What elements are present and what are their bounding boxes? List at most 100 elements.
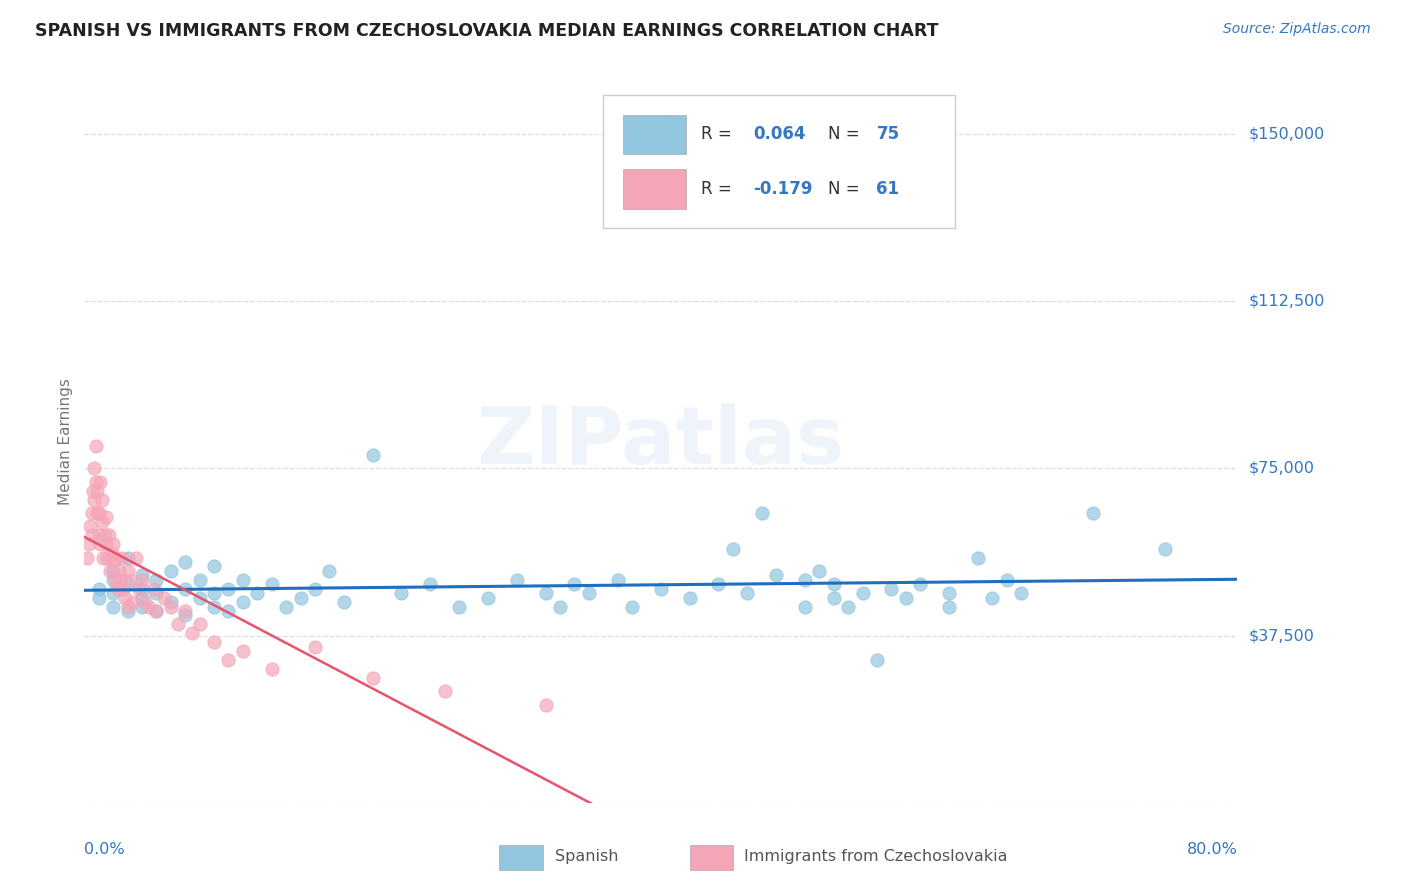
Text: $112,500: $112,500 bbox=[1249, 293, 1324, 309]
Point bbox=[122, 595, 145, 609]
Point bbox=[131, 599, 153, 614]
Point bbox=[707, 577, 730, 591]
Text: Immigrants from Czechoslovakia: Immigrants from Czechoslovakia bbox=[744, 849, 1007, 863]
Point bbox=[131, 568, 153, 582]
Point bbox=[167, 617, 190, 632]
Point bbox=[419, 577, 441, 591]
Point bbox=[117, 599, 139, 614]
Point bbox=[981, 591, 1004, 605]
Point bbox=[103, 586, 124, 600]
Point bbox=[232, 644, 254, 658]
Point bbox=[145, 604, 167, 618]
Point bbox=[174, 582, 197, 596]
Point bbox=[679, 591, 702, 605]
Point bbox=[506, 573, 529, 587]
Point bbox=[218, 582, 240, 596]
Point bbox=[76, 550, 98, 565]
Point bbox=[96, 550, 118, 565]
Point bbox=[160, 595, 183, 609]
Point bbox=[1083, 506, 1105, 520]
Point bbox=[232, 595, 254, 609]
Point bbox=[110, 573, 132, 587]
Text: N =: N = bbox=[828, 126, 865, 144]
Point bbox=[103, 573, 124, 587]
Text: 80.0%: 80.0% bbox=[1187, 842, 1237, 856]
Point bbox=[260, 662, 283, 676]
Point bbox=[188, 573, 211, 587]
Point bbox=[114, 591, 136, 605]
Text: 75: 75 bbox=[876, 126, 900, 144]
Point bbox=[794, 573, 817, 587]
Point bbox=[361, 671, 384, 685]
Point bbox=[117, 550, 139, 565]
FancyBboxPatch shape bbox=[623, 114, 686, 154]
Point bbox=[304, 582, 326, 596]
Point bbox=[737, 586, 759, 600]
Point bbox=[83, 492, 105, 507]
Point bbox=[174, 555, 197, 569]
Point bbox=[145, 586, 167, 600]
Point bbox=[90, 492, 112, 507]
Point bbox=[160, 564, 183, 578]
FancyBboxPatch shape bbox=[603, 95, 955, 228]
Point bbox=[260, 577, 283, 591]
Point bbox=[111, 550, 134, 565]
Text: Source: ZipAtlas.com: Source: ZipAtlas.com bbox=[1223, 22, 1371, 37]
Point bbox=[361, 448, 384, 462]
Point bbox=[174, 604, 197, 618]
Point bbox=[866, 653, 889, 667]
Point bbox=[93, 528, 115, 542]
Point bbox=[391, 586, 413, 600]
Point bbox=[765, 568, 787, 582]
Text: R =: R = bbox=[702, 126, 737, 144]
Point bbox=[188, 591, 211, 605]
Point bbox=[1154, 541, 1177, 556]
Point bbox=[548, 599, 571, 614]
Point bbox=[108, 564, 131, 578]
Point bbox=[84, 475, 107, 489]
Point bbox=[89, 475, 111, 489]
Point bbox=[433, 684, 456, 698]
Text: SPANISH VS IMMIGRANTS FROM CZECHOSLOVAKIA MEDIAN EARNINGS CORRELATION CHART: SPANISH VS IMMIGRANTS FROM CZECHOSLOVAKI… bbox=[35, 22, 939, 40]
Point bbox=[202, 559, 225, 574]
Point bbox=[564, 577, 586, 591]
Point bbox=[87, 528, 110, 542]
Point bbox=[621, 599, 644, 614]
Point bbox=[721, 541, 744, 556]
Point bbox=[938, 599, 960, 614]
Point bbox=[103, 564, 124, 578]
Point bbox=[181, 626, 204, 640]
Point bbox=[131, 582, 153, 596]
Point bbox=[131, 573, 153, 587]
Text: 0.0%: 0.0% bbox=[84, 842, 125, 856]
Point bbox=[218, 653, 240, 667]
Point bbox=[97, 528, 120, 542]
Point bbox=[87, 591, 110, 605]
Point bbox=[90, 515, 112, 529]
Point bbox=[103, 555, 124, 569]
Point bbox=[125, 550, 148, 565]
Point bbox=[160, 599, 183, 614]
FancyBboxPatch shape bbox=[499, 846, 543, 870]
Text: N =: N = bbox=[828, 179, 865, 198]
Text: R =: R = bbox=[702, 179, 737, 198]
Point bbox=[1010, 586, 1032, 600]
Point bbox=[794, 599, 817, 614]
Point bbox=[103, 537, 124, 551]
Point bbox=[333, 595, 356, 609]
Point bbox=[995, 573, 1018, 587]
Text: 61: 61 bbox=[876, 179, 900, 198]
Point bbox=[117, 604, 139, 618]
Point bbox=[606, 573, 628, 587]
Point bbox=[98, 564, 121, 578]
Point bbox=[534, 698, 557, 712]
Point bbox=[276, 599, 298, 614]
Point bbox=[910, 577, 932, 591]
Text: $150,000: $150,000 bbox=[1249, 127, 1324, 141]
Point bbox=[87, 582, 110, 596]
Point bbox=[202, 599, 225, 614]
Point bbox=[100, 546, 122, 560]
Point bbox=[880, 582, 903, 596]
Point bbox=[449, 599, 471, 614]
Point bbox=[128, 582, 150, 596]
